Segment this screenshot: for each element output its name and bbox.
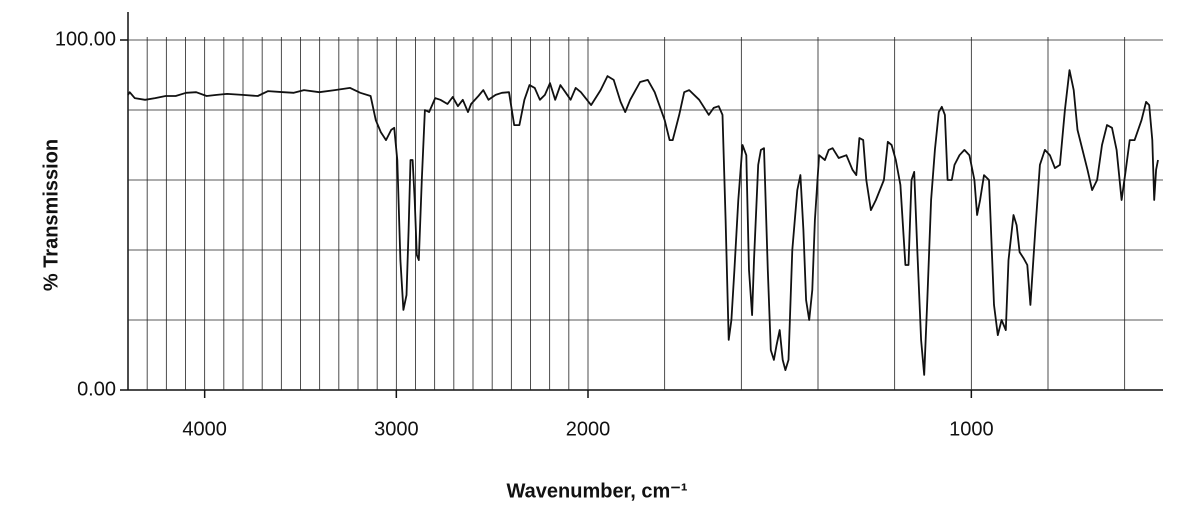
- y-tick-label: 100.00: [55, 28, 116, 50]
- x-tick-label: 3000: [374, 418, 419, 440]
- x-tick-label: 2000: [566, 418, 611, 440]
- y-tick-label: 0.00: [77, 378, 116, 400]
- x-tick-label: 4000: [182, 418, 227, 440]
- x-tick-label: 1000: [949, 418, 994, 440]
- y-axis-label: % Transmission: [40, 139, 62, 291]
- x-axis-label: Wavenumber, cm⁻¹: [507, 480, 688, 502]
- spectrum-line: [127, 69, 1159, 376]
